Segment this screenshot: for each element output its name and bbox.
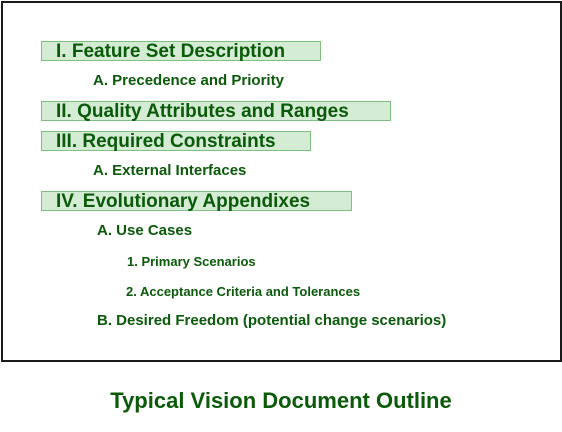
subsection-use-cases: A. Use Cases: [97, 222, 192, 239]
subsection-external-interfaces: A. External Interfaces: [93, 162, 246, 179]
subsection-precedence-priority: A. Precedence and Priority: [93, 72, 284, 89]
figure-caption: Typical Vision Document Outline: [0, 388, 562, 414]
section-heading-evolutionary-appendixes: IV. Evolutionary Appendixes: [41, 191, 352, 211]
subsection-desired-freedom: B. Desired Freedom (potential change sce…: [97, 312, 446, 329]
section-heading-feature-set: I. Feature Set Description: [41, 41, 321, 61]
section-heading-quality-attributes: II. Quality Attributes and Ranges: [41, 101, 391, 121]
item-primary-scenarios: 1. Primary Scenarios: [127, 254, 256, 269]
item-acceptance-criteria: 2. Acceptance Criteria and Tolerances: [126, 284, 360, 299]
section-heading-required-constraints: III. Required Constraints: [41, 131, 311, 151]
